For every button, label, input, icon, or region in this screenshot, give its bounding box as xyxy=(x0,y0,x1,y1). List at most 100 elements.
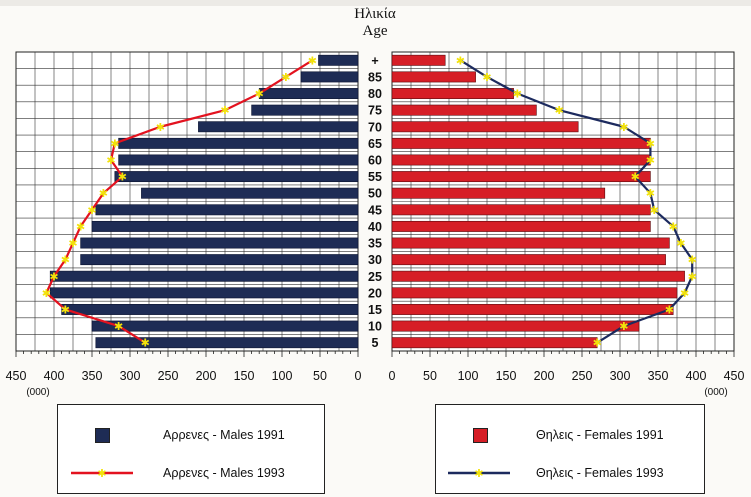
line-males-1993 xyxy=(45,59,313,344)
bar-females-1991-65 xyxy=(391,137,651,149)
legend-females: Θηλεις - Females 1991 ✱ Θηλεις - Females… xyxy=(435,404,705,494)
bar-females-1991-80 xyxy=(391,88,514,99)
age-label-15: 15 xyxy=(368,303,382,317)
bar-females-1991-5 xyxy=(391,337,598,349)
age-label-65: 65 xyxy=(368,137,382,151)
marker-males-1993-5: ✱ xyxy=(141,338,150,350)
bar-males-1991-15 xyxy=(61,304,359,315)
legend-label-females-1991: Θηλεις - Females 1991 xyxy=(536,428,664,442)
left-tick-label: 350 xyxy=(82,369,103,383)
age-label-70: 70 xyxy=(368,120,382,134)
pyramid-chart: ✱✱✱✱✱✱✱✱✱✱✱✱✱✱✱✱✱✱✱✱✱✱✱✱✱✱✱✱✱✱✱✱✱✱✱✱5101… xyxy=(6,51,745,398)
marker-females-1993-10: ✱ xyxy=(619,321,628,333)
bar-females-1991-70 xyxy=(391,121,579,133)
marker-males-1993-10: ✱ xyxy=(114,321,123,333)
marker-females-1993-75: ✱ xyxy=(555,105,564,117)
bar-males-1991-45 xyxy=(95,204,359,216)
right-tick-label: 450 xyxy=(724,369,745,383)
left-tick-label: 250 xyxy=(158,369,179,383)
right-tick-label: 200 xyxy=(534,369,555,383)
svg-text:✱: ✱ xyxy=(474,468,483,480)
right-tick-label: 400 xyxy=(686,369,707,383)
bar-males-1991-30 xyxy=(80,254,359,266)
left-unit-label: (000) xyxy=(26,387,49,398)
left-tick-label: 200 xyxy=(196,369,217,383)
left-tick-label: 400 xyxy=(44,369,65,383)
marker-males-1993-30: ✱ xyxy=(61,255,70,267)
marker-females-1993-80: ✱ xyxy=(513,89,522,101)
right-tick-label: 300 xyxy=(610,369,631,383)
age-label-55: 55 xyxy=(368,170,382,184)
legend-label-males-1993: Αρρενες - Males 1993 xyxy=(163,466,285,480)
age-label-greek: Ηλικία xyxy=(354,6,396,22)
bar-males-1991-80 xyxy=(258,88,359,99)
age-axis-header: Ηλικία Age xyxy=(330,6,420,40)
females-1991-swatch xyxy=(473,428,488,443)
right-tick-label: 150 xyxy=(496,369,517,383)
age-label-80: 80 xyxy=(368,87,382,101)
females-1993-line-swatch: ✱ xyxy=(448,468,510,480)
legend-label-females-1993: Θηλεις - Females 1993 xyxy=(536,466,664,480)
bar-males-1991-25 xyxy=(49,270,359,282)
marker-females-1993-60: ✱ xyxy=(646,155,655,167)
marker-males-1993-45: ✱ xyxy=(87,205,96,217)
right-unit-label: (000) xyxy=(704,387,727,398)
bar-females-1991-30 xyxy=(391,254,666,266)
age-label-20: 20 xyxy=(368,286,382,300)
bar-females-1991-85 xyxy=(391,71,476,83)
bar-females-1991-50 xyxy=(391,187,606,199)
bar-females-1991-45 xyxy=(391,204,651,216)
marker-females-1993-20: ✱ xyxy=(680,288,689,300)
marker-males-1993-25: ✱ xyxy=(49,271,58,283)
legend-item-males-1991: Αρρενες - Males 1991 xyxy=(58,420,324,450)
bar-males-1991-10 xyxy=(91,320,359,332)
age-label-45: 45 xyxy=(368,203,382,217)
bar-males-1991-5 xyxy=(95,337,359,349)
left-tick-label: 150 xyxy=(234,369,255,383)
marker-males-1993-85: ✱ xyxy=(281,72,290,84)
marker-females-1993-70: ✱ xyxy=(619,122,628,134)
legend-item-males-1993: ✱ Αρρενες - Males 1993 xyxy=(58,458,324,488)
age-label-35: 35 xyxy=(368,237,382,251)
bar-females-1991-20 xyxy=(391,287,678,299)
marker-females-1993-5: ✱ xyxy=(593,338,602,350)
age-label-25: 25 xyxy=(368,270,382,284)
marker-males-1993-35: ✱ xyxy=(68,238,77,250)
line-females-1993 xyxy=(459,59,694,344)
marker-females-1993-15: ✱ xyxy=(665,304,674,316)
bar-males-1991-35 xyxy=(80,237,359,249)
marker-females-1993-+: ✱ xyxy=(456,55,465,67)
males-1991-swatch xyxy=(95,428,110,443)
age-label-10: 10 xyxy=(368,320,382,334)
age-label-5: 5 xyxy=(372,336,379,350)
marker-females-1993-25: ✱ xyxy=(688,271,697,283)
bar-females-1991-35 xyxy=(391,237,670,249)
marker-males-1993-40: ✱ xyxy=(76,221,85,233)
bar-males-1991-75 xyxy=(251,104,359,116)
marker-females-1993-50: ✱ xyxy=(646,188,655,200)
bar-males-1991-55 xyxy=(114,171,359,183)
right-tick-label: 50 xyxy=(423,369,437,383)
bar-females-1991-75 xyxy=(391,104,537,116)
age-label-85: 85 xyxy=(368,70,382,84)
right-tick-label: 350 xyxy=(648,369,669,383)
marker-males-1993-75: ✱ xyxy=(220,105,229,117)
legend-males: Αρρενες - Males 1991 ✱ Αρρενες - Males 1… xyxy=(57,404,325,494)
age-label-40: 40 xyxy=(368,220,382,234)
bar-females-1991-15 xyxy=(391,304,674,315)
marker-males-1993-70: ✱ xyxy=(156,122,165,134)
right-tick-label: 0 xyxy=(389,369,396,383)
right-tick-label: 100 xyxy=(458,369,479,383)
age-label-60: 60 xyxy=(368,153,382,167)
marker-males-1993-+: ✱ xyxy=(308,55,317,67)
age-label-75: 75 xyxy=(368,104,382,118)
bar-females-1991-+ xyxy=(391,54,446,66)
left-tick-label: 0 xyxy=(355,369,362,383)
svg-text:✱: ✱ xyxy=(97,468,106,480)
bar-males-1991-20 xyxy=(49,287,359,299)
marker-males-1993-65: ✱ xyxy=(110,138,119,150)
marker-males-1993-50: ✱ xyxy=(99,188,108,200)
legend-item-females-1993: ✱ Θηλεις - Females 1993 xyxy=(436,458,704,488)
left-tick-label: 300 xyxy=(120,369,141,383)
